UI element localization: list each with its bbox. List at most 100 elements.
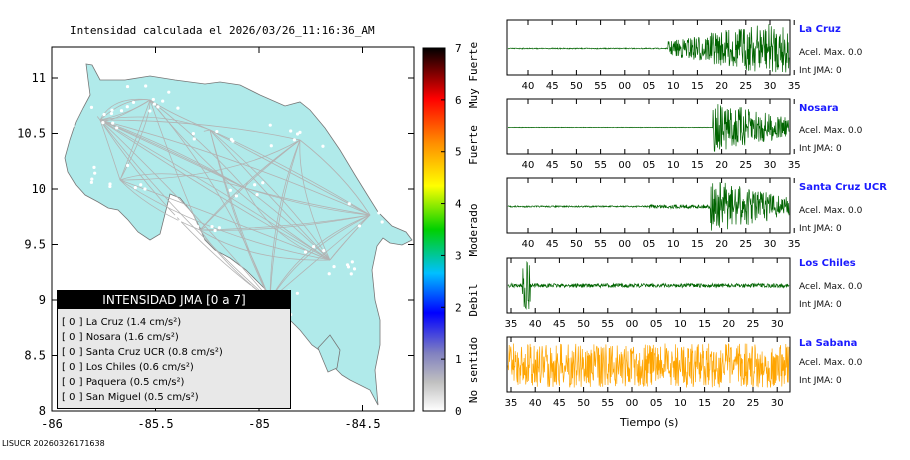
town-point <box>161 99 165 103</box>
town-point <box>192 137 196 141</box>
town-point <box>176 106 180 110</box>
trace-tick-label: 25 <box>739 160 752 171</box>
road <box>244 187 371 216</box>
trace-tick-label: 35 <box>788 160 801 171</box>
town-point <box>213 228 217 233</box>
map-y-tick-label: 8.5 <box>24 349 46 363</box>
trace-tick-label: 05 <box>650 319 663 330</box>
trace-tick-label: 50 <box>570 160 583 171</box>
colorbar-tick-label: 0 <box>455 405 462 418</box>
map-x-tick-label: -84.5 <box>344 417 380 431</box>
town-point <box>93 171 97 175</box>
trace-panel: 40 45 50 55 00 05 10 15 20 25 30 35 <box>506 177 801 250</box>
trace-tick-label: 30 <box>764 81 777 92</box>
town-point <box>215 129 219 134</box>
town-point <box>295 132 300 136</box>
trace-tick-label: 55 <box>601 319 614 330</box>
road <box>149 99 331 261</box>
trace-tick-label: 40 <box>529 398 542 409</box>
costa-rica-land <box>64 63 413 406</box>
trace-tick-label: 55 <box>601 398 614 409</box>
trace-tick-label: 15 <box>691 239 704 250</box>
colorbar-tick-label: 3 <box>455 249 462 262</box>
trace-frame <box>506 98 791 155</box>
road <box>329 214 371 261</box>
town-point <box>71 124 75 128</box>
station-name: Nosara <box>799 103 839 114</box>
trace-tick-label: 50 <box>570 239 583 250</box>
road <box>199 226 206 231</box>
station-acel: Acel. Max. 0.0 <box>799 126 863 136</box>
colorbar-tick-label: 6 <box>455 94 462 107</box>
town-point <box>349 272 353 276</box>
road <box>299 139 371 216</box>
road <box>119 99 151 181</box>
trace-tick-label: 40 <box>529 319 542 330</box>
station-acel: Acel. Max. 0.0 <box>799 206 863 216</box>
road <box>99 119 271 301</box>
road <box>99 119 331 261</box>
seismograms: 40 45 50 55 00 05 10 15 20 25 30 35 40 45 50 55 00 05 10 15… <box>505 19 801 409</box>
colorbar-label: Fuerte <box>467 125 480 165</box>
map-y-tick-label: 9.5 <box>24 238 46 252</box>
colorbar-tick-label: 7 <box>455 42 462 55</box>
town-point <box>347 202 351 206</box>
trace-tick-label: 05 <box>650 398 663 409</box>
station-acel: Acel. Max. 0.0 <box>799 282 863 292</box>
station-int: Int JMA: 0 <box>799 376 842 386</box>
road <box>99 119 271 301</box>
trace-tick-label: 05 <box>643 160 656 171</box>
town-point <box>346 265 351 269</box>
legend-item: [ 0 ] San Miguel (0.5 cm/s²) <box>62 392 199 403</box>
trace-tick-label: 10 <box>667 239 680 250</box>
road <box>269 139 301 301</box>
trace-tick-label: 10 <box>667 160 680 171</box>
map-y-axis: 11 10.5 10 9.5 9 8.5 8 <box>17 71 414 418</box>
town-point <box>119 109 124 113</box>
road <box>99 116 211 131</box>
trace-tick-label: 20 <box>715 81 728 92</box>
town-point <box>303 250 308 254</box>
legend-item: [ 0 ] La Cruz (1.4 cm/s²) <box>62 317 182 328</box>
road <box>209 129 331 261</box>
town-point <box>111 121 115 125</box>
town-point <box>89 105 94 109</box>
town-point <box>248 285 252 289</box>
town-point <box>68 107 72 111</box>
legend-item: [ 0 ] Santa Cruz UCR (0.8 cm/s²) <box>62 347 223 358</box>
colorbar-gradient <box>422 47 446 412</box>
station-name: Los Chiles <box>799 258 856 269</box>
road <box>119 173 246 189</box>
station-name: La Sabana <box>799 338 858 349</box>
trace-tick-label: 45 <box>546 81 559 92</box>
town-point <box>125 105 129 109</box>
road <box>99 119 246 189</box>
road <box>119 99 151 181</box>
road <box>244 187 371 216</box>
trace-tick-label: 10 <box>674 398 687 409</box>
road <box>97 116 101 121</box>
trace-tick-label: 00 <box>618 81 631 92</box>
trace-tick-label: 05 <box>643 239 656 250</box>
town-point <box>332 265 336 269</box>
map-y-tick-label: 10 <box>32 182 46 196</box>
legend-list: [ 0 ] La Cruz (1.4 cm/s²) [ 0 ] Nosara (… <box>62 315 290 405</box>
town-point <box>253 183 257 187</box>
map-y-tick-label: 9 <box>39 293 46 307</box>
town-point <box>101 121 105 125</box>
town-point <box>228 188 232 192</box>
town-point <box>167 90 171 94</box>
map-x-tick-label: -85 <box>248 417 270 431</box>
road <box>209 129 331 261</box>
town-point <box>377 211 381 215</box>
trace-waveform <box>507 104 790 152</box>
x-axis-title: Tiempo (s) <box>620 416 679 429</box>
trace-tick-label: 50 <box>570 81 583 92</box>
station-name: La Cruz <box>799 24 841 35</box>
road <box>119 139 301 181</box>
road <box>244 187 331 261</box>
road <box>99 119 371 216</box>
trace-tick-label: 40 <box>522 239 535 250</box>
town-point <box>261 181 265 185</box>
road <box>99 119 121 181</box>
